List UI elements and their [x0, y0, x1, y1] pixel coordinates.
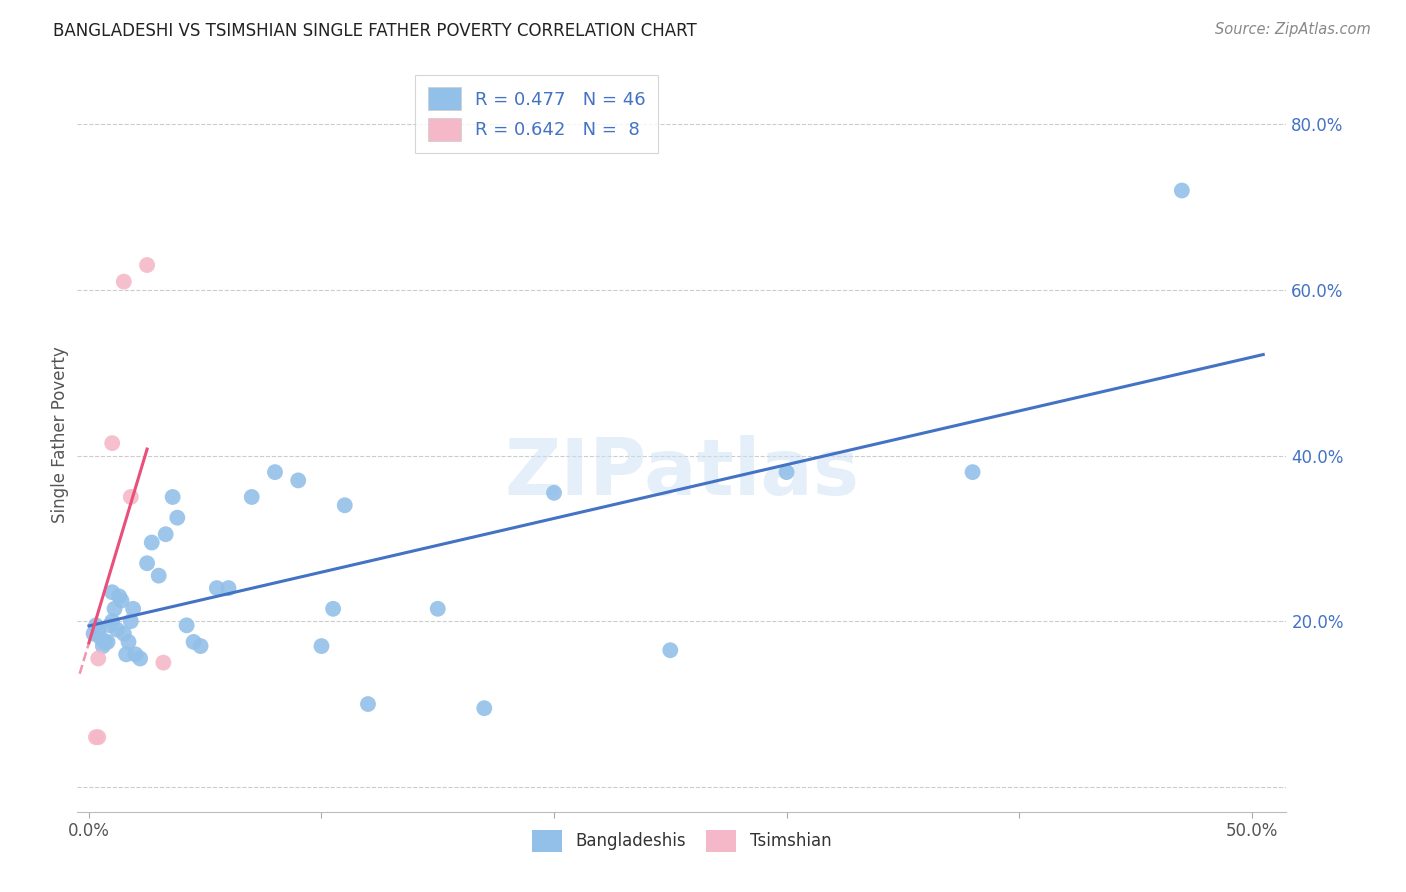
Point [141, 535, 163, 549]
Point [84, 730, 107, 744]
Point [105, 623, 128, 637]
Point [162, 490, 184, 504]
Point [287, 474, 309, 488]
Point [472, 701, 495, 715]
Point [240, 490, 263, 504]
Point [96, 635, 118, 649]
Point [124, 648, 146, 662]
Point [205, 581, 228, 595]
Point [152, 656, 174, 670]
Point [190, 639, 212, 653]
Point [101, 585, 124, 599]
Point [87, 623, 110, 637]
Point [101, 436, 124, 450]
Point [110, 593, 132, 607]
Text: BANGLADESHI VS TSIMSHIAN SINGLE FATHER POVERTY CORRELATION CHART: BANGLADESHI VS TSIMSHIAN SINGLE FATHER P… [53, 22, 697, 40]
Point [112, 626, 135, 640]
Point [136, 556, 159, 570]
Text: ZIPatlas: ZIPatlas [505, 434, 859, 510]
Point [659, 643, 682, 657]
Point [129, 651, 152, 665]
Point [87, 651, 110, 665]
Point [90, 631, 112, 645]
Point [183, 635, 205, 649]
Point [117, 635, 139, 649]
Point [962, 465, 984, 479]
Point [98, 618, 121, 632]
Point [103, 602, 125, 616]
Point [87, 730, 110, 744]
Point [148, 568, 170, 582]
Point [120, 490, 142, 504]
Point [122, 602, 145, 616]
Point [775, 465, 797, 479]
Point [94, 635, 117, 649]
Point [333, 498, 356, 512]
Point [264, 465, 287, 479]
Point [543, 485, 565, 500]
Point [217, 581, 239, 595]
Point [136, 258, 159, 272]
Point [108, 590, 131, 604]
Point [357, 697, 380, 711]
Point [83, 626, 105, 640]
Point [166, 510, 188, 524]
Point [101, 614, 124, 628]
Y-axis label: Single Father Poverty: Single Father Poverty [51, 346, 69, 524]
Point [322, 602, 344, 616]
Point [91, 639, 114, 653]
Point [176, 618, 198, 632]
Point [112, 275, 135, 289]
Point [1171, 184, 1194, 198]
Point [155, 527, 177, 541]
Text: Source: ZipAtlas.com: Source: ZipAtlas.com [1215, 22, 1371, 37]
Legend: Bangladeshis, Tsimshian: Bangladeshis, Tsimshian [524, 822, 839, 860]
Point [311, 639, 333, 653]
Point [115, 648, 138, 662]
Point [120, 614, 142, 628]
Point [84, 618, 107, 632]
Point [426, 602, 449, 616]
